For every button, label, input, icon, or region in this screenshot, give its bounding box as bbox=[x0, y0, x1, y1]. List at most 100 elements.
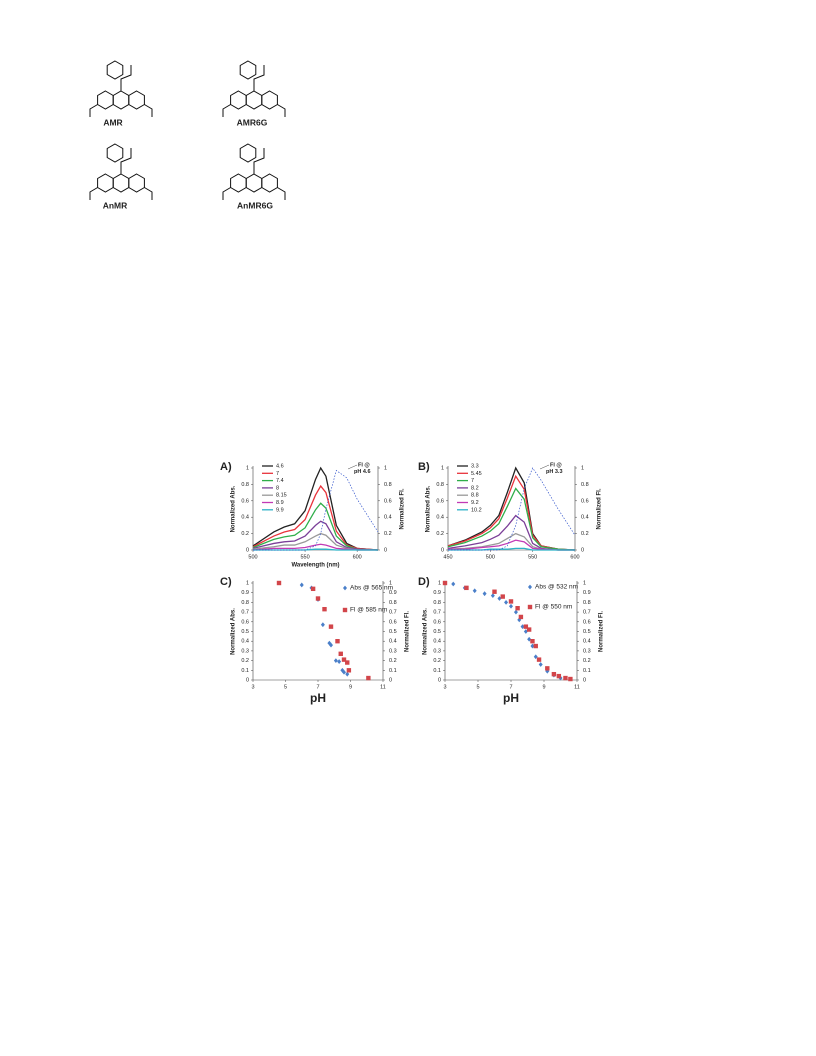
panel-label: A) bbox=[220, 461, 232, 473]
legend-label: 8.2 bbox=[471, 485, 479, 491]
structures bbox=[89, 60, 286, 201]
y-tick-label: 0.2 bbox=[241, 531, 249, 537]
data-point bbox=[329, 642, 333, 648]
x-tick-label: 5 bbox=[476, 684, 479, 690]
x-axis-label: pH bbox=[503, 691, 519, 705]
y-axis-label: Normalized Abs. bbox=[231, 485, 237, 532]
data-point bbox=[442, 580, 448, 586]
x-tick-label: 9 bbox=[542, 684, 545, 690]
y-axis-label: Normalized Abs. bbox=[423, 608, 429, 655]
legend-label: 10.2 bbox=[471, 507, 482, 513]
panel-label: C) bbox=[220, 576, 232, 588]
y2-tick-label: 0.6 bbox=[389, 619, 397, 625]
legend-label: Fl @ 550 nm bbox=[535, 604, 572, 611]
data-point bbox=[526, 627, 532, 632]
y-tick-label: 0.4 bbox=[241, 515, 249, 521]
y2-tick-label: 0.7 bbox=[389, 610, 397, 616]
y2-tick-label: 0 bbox=[583, 677, 586, 683]
series-line bbox=[252, 520, 379, 551]
structure-label: AnMR6G bbox=[237, 200, 273, 210]
y-tick-label: 0.5 bbox=[241, 629, 249, 635]
y2-tick-label: 1 bbox=[583, 580, 586, 586]
data-point bbox=[508, 599, 514, 604]
y-tick-label: 0.3 bbox=[241, 648, 249, 654]
structure-label: AMR bbox=[103, 117, 122, 127]
series-line bbox=[447, 474, 576, 551]
data-point bbox=[556, 673, 562, 679]
x-tick-label: 11 bbox=[380, 684, 386, 690]
x-tick-label: 3 bbox=[443, 684, 446, 690]
y-tick-label: 0.7 bbox=[433, 610, 441, 616]
data-point bbox=[345, 671, 350, 677]
legend-label: Abs @ 565 nm bbox=[350, 585, 393, 592]
data-point bbox=[520, 624, 525, 630]
legend-label: 4.6 bbox=[276, 463, 284, 469]
y2-tick-label: 0 bbox=[581, 547, 584, 553]
legend-label: 5.45 bbox=[471, 471, 482, 477]
data-point bbox=[346, 668, 352, 673]
legend-label: 7 bbox=[276, 471, 279, 477]
data-point bbox=[335, 639, 340, 644]
series-line bbox=[448, 467, 576, 551]
y-axis-label: Normalized Abs. bbox=[231, 608, 237, 655]
data-point bbox=[490, 593, 495, 599]
y-tick-label: 0.8 bbox=[436, 482, 444, 488]
y2-tick-label: 0.4 bbox=[384, 515, 392, 521]
y2-tick-label: 0.1 bbox=[389, 668, 397, 674]
legend-label: Abs @ 532 nm bbox=[535, 584, 578, 591]
x-axis-label: pH bbox=[310, 691, 326, 705]
y2-tick-label: 0.8 bbox=[384, 482, 392, 488]
y2-axis-label: Normalized Fl. bbox=[400, 488, 406, 529]
legend-label: 3.3 bbox=[471, 463, 479, 469]
data-point bbox=[345, 660, 350, 665]
data-point bbox=[530, 643, 535, 649]
y-tick-label: 0.8 bbox=[241, 600, 249, 606]
x-tick-label: 5 bbox=[284, 684, 287, 690]
legend-label: 8.8 bbox=[471, 493, 479, 499]
y2-tick-label: 0.8 bbox=[389, 600, 397, 606]
y-tick-label: 0.2 bbox=[436, 531, 444, 537]
y2-tick-label: 0.2 bbox=[384, 531, 392, 537]
series-line bbox=[252, 532, 378, 551]
y2-tick-label: 0.4 bbox=[581, 515, 589, 521]
y2-tick-label: 0.4 bbox=[583, 639, 591, 645]
structure-label: AnMR bbox=[103, 200, 128, 210]
y2-tick-label: 1 bbox=[581, 465, 584, 471]
series-line bbox=[447, 487, 576, 551]
y2-tick-label: 0.3 bbox=[389, 648, 397, 654]
series-line bbox=[253, 548, 378, 551]
y-tick-label: 1 bbox=[438, 580, 441, 586]
y-tick-label: 0.8 bbox=[433, 600, 441, 606]
data-point bbox=[492, 589, 497, 594]
y-tick-label: 0.4 bbox=[436, 515, 444, 521]
y2-axis-label: Normalized Fl. bbox=[599, 611, 605, 652]
x-tick-label: 550 bbox=[528, 554, 537, 560]
y2-tick-label: 1 bbox=[384, 465, 387, 471]
data-point bbox=[513, 609, 518, 615]
y2-axis-label: Normalized Fl. bbox=[597, 488, 603, 529]
panel-label: B) bbox=[418, 461, 430, 473]
legend-label: 7.4 bbox=[276, 478, 284, 484]
series-line bbox=[252, 484, 379, 551]
x-tick-label: 550 bbox=[300, 554, 309, 560]
data-point bbox=[500, 594, 505, 599]
legend-label: 9.9 bbox=[276, 507, 284, 513]
legend-label: 7 bbox=[471, 478, 474, 484]
x-tick-label: 9 bbox=[349, 684, 352, 690]
data-point bbox=[333, 658, 338, 663]
annotation: pH 3.3 bbox=[546, 469, 563, 475]
y-tick-label: 0.4 bbox=[241, 639, 249, 645]
y2-tick-label: 0.2 bbox=[581, 531, 589, 537]
data-point bbox=[563, 675, 568, 681]
x-tick-label: 500 bbox=[248, 554, 257, 560]
data-point bbox=[451, 581, 456, 587]
y2-tick-label: 0.1 bbox=[583, 668, 591, 674]
y-tick-label: 1 bbox=[246, 465, 249, 471]
y-tick-label: 0.6 bbox=[433, 619, 441, 625]
y2-tick-label: 0.3 bbox=[583, 648, 591, 654]
y2-tick-label: 0 bbox=[384, 547, 387, 553]
y-tick-label: 0.7 bbox=[241, 610, 249, 616]
data-point bbox=[518, 614, 524, 620]
series-line bbox=[253, 469, 379, 551]
